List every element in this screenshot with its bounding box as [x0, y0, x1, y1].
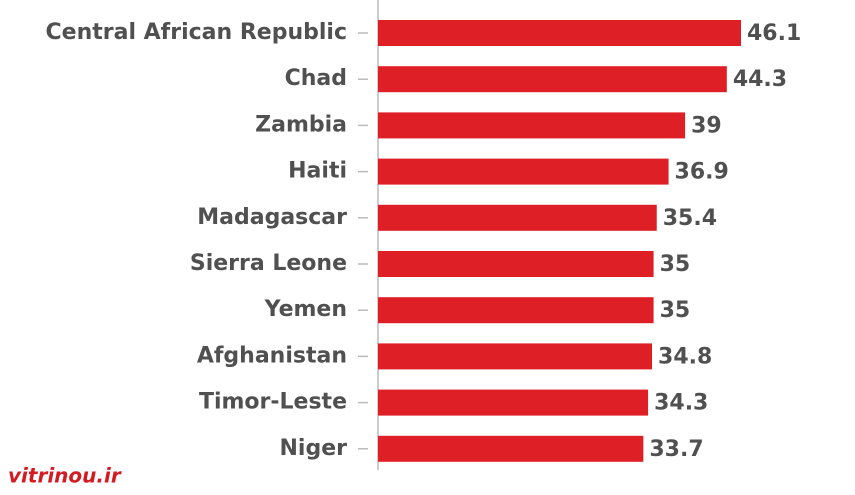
bar: [378, 66, 727, 93]
bar: [378, 297, 654, 324]
category-label: Chad: [285, 66, 347, 91]
category-label: Timor-Leste: [199, 390, 347, 415]
category-label: Madagascar: [197, 205, 347, 230]
value-label: 46.1: [747, 21, 801, 46]
category-label: Central African Republic: [46, 20, 347, 45]
value-label: 35.4: [663, 206, 717, 231]
value-label: 36.9: [675, 160, 729, 185]
category-label: Niger: [280, 436, 348, 461]
value-label: 35: [660, 252, 691, 277]
bar: [378, 343, 653, 370]
category-label: Zambia: [255, 112, 347, 137]
value-label: 34.8: [658, 344, 712, 369]
value-label: 35: [660, 298, 691, 323]
category-label: Haiti: [288, 159, 347, 184]
value-label: 33.7: [649, 437, 703, 462]
bar: [378, 389, 649, 416]
watermark: vitrinou.ir: [8, 464, 122, 488]
value-label: 39: [691, 113, 722, 138]
bar: [378, 112, 686, 139]
category-label: Afghanistan: [197, 343, 347, 368]
bar: [378, 20, 741, 46]
value-label: 44.3: [733, 67, 787, 92]
category-label: Sierra Leone: [190, 251, 347, 276]
bar: [378, 251, 654, 277]
bar: [378, 435, 644, 462]
bar: [378, 204, 657, 231]
category-label: Yemen: [264, 297, 347, 322]
bar: [378, 158, 669, 185]
value-label: 34.3: [654, 391, 708, 416]
